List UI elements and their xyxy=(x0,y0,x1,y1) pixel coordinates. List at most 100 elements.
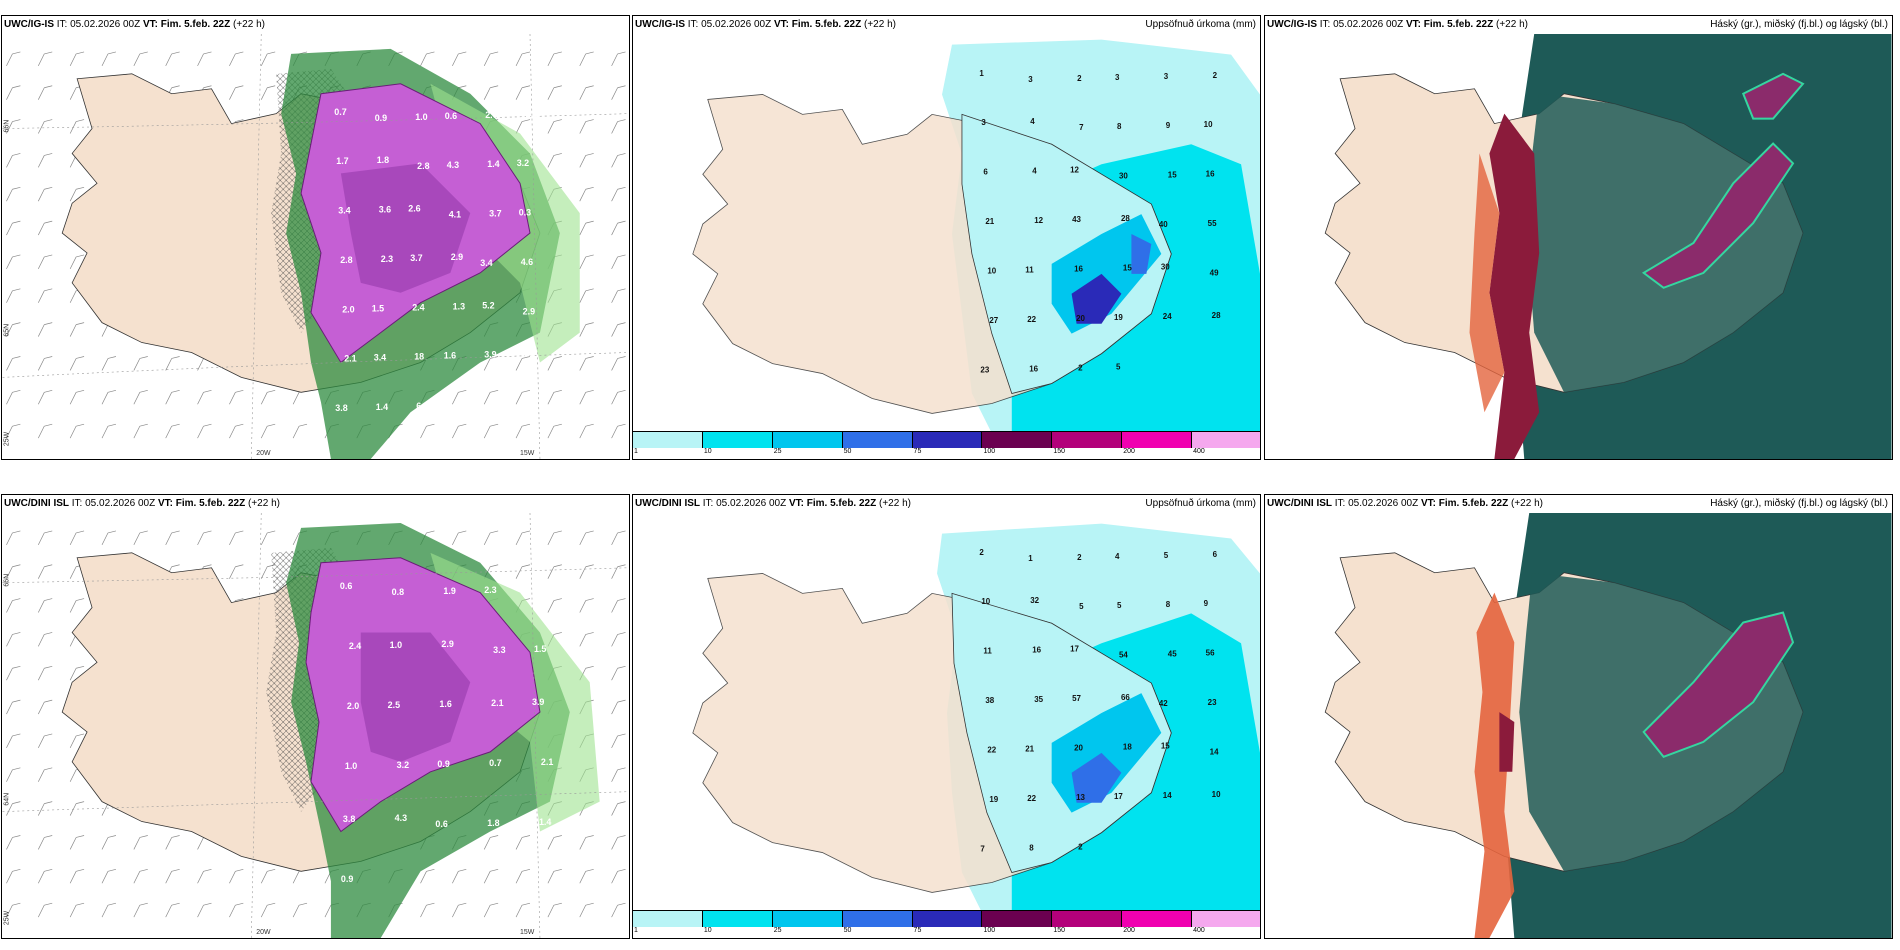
precip-value: 42 xyxy=(1159,699,1168,708)
wind-barb xyxy=(37,186,53,202)
wind-value: 2.9 xyxy=(523,306,535,316)
precip-value: 16 xyxy=(1029,364,1038,373)
wind-barb xyxy=(6,699,21,715)
precip-value: 30 xyxy=(1161,262,1170,271)
lon-label: 15W xyxy=(520,929,535,936)
wind-values: 0.6 0.8 1.9 2.3 3.7 2.4 1.0 2.9 3.3 1.5 2.0 2.5 1.6 2… xyxy=(340,581,554,884)
wind-barb xyxy=(547,868,562,884)
wind-barb xyxy=(101,51,117,67)
purple-cloud-dark xyxy=(360,632,471,762)
colorbar-label: 150 xyxy=(1053,448,1066,455)
wind-value: 1.8 xyxy=(377,155,389,165)
wind-value: 3.8 xyxy=(343,814,355,824)
wind-barb xyxy=(6,85,21,100)
colorbar-label: 25 xyxy=(773,927,782,934)
precip-value: 4 xyxy=(1115,552,1120,561)
precip-value: 16 xyxy=(1032,646,1041,655)
colorbar-labels: 1 10 25 50 75 100 150 200 400 xyxy=(633,926,1260,938)
colorbar-label: 200 xyxy=(1123,448,1135,455)
colorbar-label: 400 xyxy=(1193,448,1205,455)
high-cloud-band xyxy=(1474,592,1515,938)
wind-value: 2.7 xyxy=(525,349,537,359)
wind-barb xyxy=(69,598,85,613)
wind-barb xyxy=(483,356,499,371)
wind-barb xyxy=(579,186,594,202)
wind-barb xyxy=(229,389,244,405)
precip-value: 28 xyxy=(1212,311,1221,320)
precip-value: 5 xyxy=(1079,602,1084,611)
wind-barb xyxy=(69,119,85,134)
mid-cloud-streak-2 xyxy=(1741,72,1805,120)
wind-barb xyxy=(611,254,626,270)
precip-value: 22 xyxy=(1027,794,1036,803)
wind-barb xyxy=(6,153,21,168)
panel-header: UWC/DINI ISL IT: 05.02.2026 00Z VT: Fim.… xyxy=(633,495,1260,513)
precip-value: 30 xyxy=(1119,172,1128,181)
precip-value: 5 xyxy=(1164,551,1169,560)
wind-barb xyxy=(452,51,467,67)
wind-barb xyxy=(611,665,626,681)
wind-barb xyxy=(483,868,499,884)
field-title: Uppsöfnuð úrkoma (mm) xyxy=(1145,498,1256,509)
wind-barb xyxy=(420,902,435,918)
wind-barb xyxy=(611,51,626,67)
wind-value: 2.9 xyxy=(441,639,453,649)
wind-barb xyxy=(547,51,562,67)
wind-barb xyxy=(611,119,626,134)
wind-barb xyxy=(515,835,531,850)
wind-value: 2.0 xyxy=(485,110,497,120)
wind-barb xyxy=(579,530,594,546)
colorbar: 1 10 25 50 75 100 150 200 400 xyxy=(633,431,1260,459)
wind-barb xyxy=(547,356,562,371)
wind-barb xyxy=(6,530,21,546)
precip-value: 21 xyxy=(985,217,994,226)
wind-barb xyxy=(229,868,244,884)
colorbar-swatch xyxy=(1052,911,1123,927)
wind-barb xyxy=(547,119,562,134)
wind-barb xyxy=(611,801,626,816)
wind-value: 1.0 xyxy=(415,112,427,122)
high-cloud-core xyxy=(1499,712,1515,772)
wind-barb xyxy=(611,85,626,100)
lat-label: 25W xyxy=(3,910,10,925)
wind-value: 1.3 xyxy=(453,301,465,311)
wind-barb xyxy=(101,835,117,850)
panel-header: UWC/DINI ISL IT: 05.02.2026 00Z VT: Fim.… xyxy=(2,495,629,513)
wind-barb xyxy=(101,530,117,546)
precip-value: 20 xyxy=(1076,314,1085,323)
wind-barb xyxy=(6,733,21,749)
wind-barb xyxy=(229,902,244,918)
wind-barb xyxy=(611,632,626,647)
cyan-over-land xyxy=(961,113,1172,394)
wind-value: 0.7 xyxy=(489,758,501,768)
wind-barb xyxy=(515,530,531,546)
wind-barb xyxy=(292,423,308,439)
wind-barb xyxy=(452,868,467,884)
precip-value: 2 xyxy=(979,548,984,557)
wind-barb xyxy=(611,767,626,782)
wind-barb xyxy=(133,902,148,918)
wind-barb xyxy=(37,665,53,681)
wind-value: 3.7 xyxy=(536,584,548,594)
wind-value: 1.5 xyxy=(534,644,546,654)
wind-barb xyxy=(420,423,435,439)
precip-value: 27 xyxy=(989,316,998,325)
precip-value: 1 xyxy=(1028,554,1033,563)
wind-barb xyxy=(69,356,85,371)
grid-lines xyxy=(2,513,629,938)
wind-barb xyxy=(37,632,53,647)
wind-value: 2.0 xyxy=(342,304,354,314)
precip-value: 6 xyxy=(1213,550,1218,559)
wind-barb xyxy=(69,254,85,270)
precip-value: 38 xyxy=(985,696,994,705)
wind-barb xyxy=(611,868,626,884)
wind-value: 1.8 xyxy=(487,818,499,828)
wind-value: 0.9 xyxy=(437,759,449,769)
precip-value: 9 xyxy=(1166,121,1171,130)
panel-header: UWC/IG-IS IT: 05.02.2026 00Z VT: Fim. 5.… xyxy=(1265,16,1892,34)
wind-barb xyxy=(579,322,594,337)
wind-barb xyxy=(69,51,85,67)
precip-value: 10 xyxy=(1212,790,1221,799)
colorbar-label: 150 xyxy=(1053,927,1066,934)
